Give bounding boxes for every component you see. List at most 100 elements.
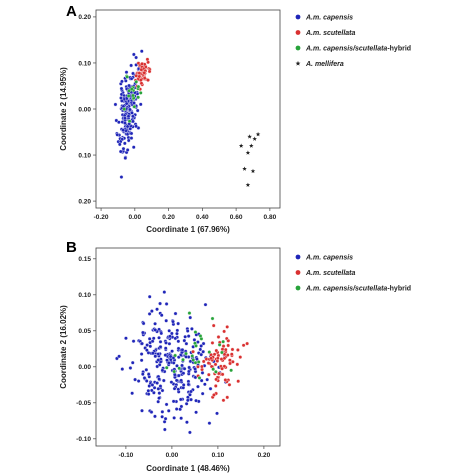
data-point-a-m-capensis: [172, 386, 177, 391]
data-point-a-m-scutellata: [213, 362, 218, 367]
data-point-a-m-scutellata: [200, 364, 204, 369]
x-tick-label: -0.10: [118, 452, 133, 459]
data-point-a-m-scutellata: [221, 344, 226, 348]
y-tick-label: -0.10: [76, 436, 91, 443]
data-point-a-m-capensis-scutellata-hybrid: [198, 334, 203, 338]
data-point-a-m-capensis-scutellata-hybrid: [193, 360, 198, 365]
data-point-a-mellifera: [252, 136, 257, 141]
data-point-a-m-capensis: [140, 372, 145, 377]
data-point-a-m-capensis-scutellata-hybrid: [131, 93, 135, 98]
data-point-a-m-capensis: [145, 343, 150, 347]
data-point-a-m-capensis: [183, 334, 188, 339]
data-point-a-m-scutellata: [231, 359, 235, 364]
data-point-a-m-capensis-scutellata-hybrid: [134, 79, 139, 84]
data-point-a-m-capensis: [140, 408, 144, 413]
data-point-a-m-capensis: [139, 352, 144, 356]
data-point-a-m-capensis-scutellata-hybrid: [132, 104, 137, 109]
data-point-a-m-scutellata: [214, 377, 218, 382]
data-point-a-m-capensis: [144, 379, 149, 383]
data-point-a-m-capensis: [176, 387, 181, 392]
panel-a-y-axis-label: Coordinate 2 (14.95%): [59, 67, 68, 151]
data-point-a-m-capensis: [125, 124, 130, 129]
legend-label: A.m. scutellata: [305, 30, 356, 37]
data-point-a-m-scutellata: [206, 361, 211, 365]
data-point-a-m-capensis: [124, 101, 129, 106]
data-point-a-m-capensis: [171, 399, 176, 404]
data-point-a-m-capensis: [166, 408, 171, 413]
data-point-a-m-capensis: [169, 331, 174, 336]
data-point-a-m-capensis: [115, 132, 120, 137]
data-point-a-m-scutellata: [137, 74, 142, 79]
data-point-a-m-capensis: [153, 354, 158, 359]
data-point-a-m-capensis-scutellata-hybrid: [173, 353, 177, 358]
legend-label-italic: A.m. capensis/scutellata: [305, 45, 387, 52]
data-point-a-m-capensis: [135, 108, 140, 113]
legend-label: A.m. capensis/scutellata-hybrid: [305, 285, 411, 292]
data-point-a-m-scutellata: [228, 361, 232, 366]
legend-label-italic: A.m. scutellata: [305, 30, 356, 37]
panel-b-plot-area: [95, 247, 281, 447]
data-point-a-m-capensis: [158, 339, 163, 344]
data-point-a-m-capensis: [171, 319, 175, 324]
data-point-a-m-capensis: [158, 384, 163, 388]
data-point-a-m-capensis: [131, 119, 135, 124]
data-point-a-m-capensis-scutellata-hybrid: [177, 366, 182, 371]
data-point-a-m-scutellata: [221, 398, 226, 403]
data-point-a-m-capensis: [156, 399, 161, 404]
data-point-a-m-capensis: [188, 315, 193, 320]
data-point-a-m-scutellata: [140, 61, 144, 66]
data-point-a-m-capensis: [118, 149, 123, 154]
panel-b-y-axis-label: Coordinate 2 (16.02%): [59, 305, 68, 389]
data-point-a-m-scutellata: [223, 378, 228, 382]
data-point-a-m-capensis: [168, 334, 172, 339]
data-point-a-m-scutellata: [226, 338, 231, 343]
data-point-a-m-capensis-scutellata-hybrid: [187, 311, 192, 315]
data-point-a-m-scutellata: [212, 393, 216, 397]
data-point-a-m-capensis: [146, 388, 151, 393]
data-point-a-m-scutellata: [226, 343, 231, 348]
data-point-a-m-capensis: [140, 341, 144, 346]
data-point-a-m-capensis: [120, 79, 124, 84]
data-point-a-m-capensis: [124, 70, 129, 75]
data-point-a-m-scutellata: [196, 364, 200, 369]
data-point-a-m-capensis: [179, 404, 184, 409]
data-point-a-m-scutellata: [201, 359, 206, 364]
data-point-a-mellifera: [238, 143, 244, 148]
data-point-a-m-capensis: [164, 318, 169, 323]
data-point-a-m-capensis: [147, 294, 152, 299]
x-tick-label: 0.00: [128, 214, 141, 221]
y-tick-label: 0.10: [78, 152, 91, 159]
data-point-a-m-capensis: [181, 371, 186, 376]
panel-b-x-axis-label: Coordinate 1 (48.46%): [146, 464, 230, 473]
data-point-a-mellifera: [245, 150, 251, 155]
data-point-a-m-capensis: [113, 102, 118, 107]
x-tick-label: 0.60: [230, 214, 243, 221]
data-point-a-m-capensis: [156, 358, 161, 362]
data-point-a-m-scutellata: [216, 335, 221, 339]
data-point-a-m-capensis: [185, 329, 190, 333]
data-point-a-m-capensis: [133, 377, 137, 382]
data-point-a-m-capensis: [167, 328, 172, 333]
data-point-a-mellifera: [250, 168, 256, 174]
data-point-a-m-capensis: [153, 321, 157, 326]
data-point-a-m-scutellata: [211, 323, 216, 328]
panel-a-points: [113, 49, 261, 187]
data-point-a-m-capensis: [165, 358, 169, 363]
data-point-a-m-capensis: [186, 334, 191, 338]
data-point-a-m-capensis: [131, 114, 135, 119]
data-point-a-m-capensis-scutellata-hybrid: [191, 358, 196, 362]
data-point-a-m-capensis: [121, 146, 126, 151]
data-point-a-m-capensis: [215, 411, 219, 416]
data-point-a-m-scutellata: [147, 69, 152, 74]
x-tick-label: 0.20: [162, 214, 175, 221]
data-point-a-m-capensis: [186, 382, 191, 387]
legend-label-italic: A. mellifera: [305, 61, 344, 68]
data-point-a-m-capensis: [144, 367, 149, 372]
data-point-a-m-capensis-scutellata-hybrid: [221, 339, 226, 344]
data-point-a-m-capensis: [147, 336, 152, 341]
data-point-a-m-capensis: [159, 313, 164, 318]
data-point-a-m-scutellata: [225, 395, 230, 400]
data-point-a-m-capensis-scutellata-hybrid: [207, 350, 212, 354]
y-tick-label: -0.05: [76, 400, 91, 407]
data-point-a-m-capensis-scutellata-hybrid: [164, 365, 169, 370]
